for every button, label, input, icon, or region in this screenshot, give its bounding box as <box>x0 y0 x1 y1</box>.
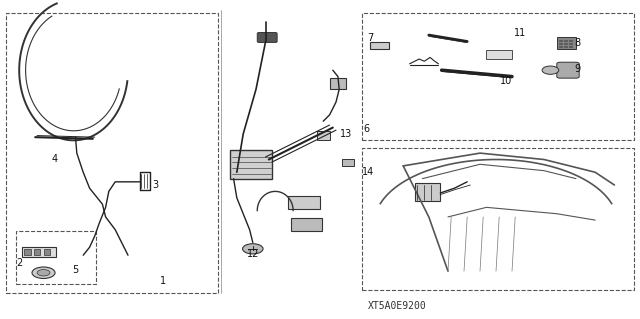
FancyBboxPatch shape <box>569 46 573 48</box>
Circle shape <box>243 244 263 254</box>
Text: 8: 8 <box>574 38 580 48</box>
Circle shape <box>542 66 559 74</box>
Text: XT5A0E9200: XT5A0E9200 <box>367 301 426 311</box>
Text: 10: 10 <box>499 76 512 86</box>
Text: 6: 6 <box>364 124 370 134</box>
FancyBboxPatch shape <box>288 196 320 209</box>
Text: 5: 5 <box>72 264 79 275</box>
Circle shape <box>32 267 55 278</box>
FancyBboxPatch shape <box>564 43 568 45</box>
FancyBboxPatch shape <box>569 40 573 42</box>
Text: 4: 4 <box>51 154 58 165</box>
FancyBboxPatch shape <box>44 249 50 255</box>
FancyBboxPatch shape <box>317 131 330 140</box>
Text: 2: 2 <box>16 258 22 268</box>
FancyBboxPatch shape <box>230 150 272 179</box>
Text: 7: 7 <box>367 33 373 43</box>
FancyBboxPatch shape <box>557 62 579 78</box>
Text: 12: 12 <box>246 249 259 259</box>
Text: 1: 1 <box>160 276 166 286</box>
FancyBboxPatch shape <box>559 46 563 48</box>
FancyBboxPatch shape <box>257 33 277 42</box>
FancyBboxPatch shape <box>370 42 389 49</box>
FancyBboxPatch shape <box>564 40 568 42</box>
Text: 3: 3 <box>152 180 159 190</box>
FancyBboxPatch shape <box>24 249 31 255</box>
FancyBboxPatch shape <box>342 159 354 166</box>
FancyBboxPatch shape <box>564 46 568 48</box>
FancyBboxPatch shape <box>291 218 322 231</box>
FancyBboxPatch shape <box>330 78 346 89</box>
Circle shape <box>37 270 50 276</box>
FancyBboxPatch shape <box>557 37 576 49</box>
Text: 13: 13 <box>339 129 352 139</box>
Text: 14: 14 <box>362 167 374 177</box>
FancyBboxPatch shape <box>559 40 563 42</box>
FancyBboxPatch shape <box>34 249 40 255</box>
FancyBboxPatch shape <box>569 43 573 45</box>
FancyBboxPatch shape <box>559 43 563 45</box>
Text: 11: 11 <box>513 28 526 39</box>
FancyBboxPatch shape <box>486 50 512 59</box>
FancyBboxPatch shape <box>415 183 440 201</box>
Text: 9: 9 <box>574 63 580 74</box>
FancyBboxPatch shape <box>22 247 56 257</box>
